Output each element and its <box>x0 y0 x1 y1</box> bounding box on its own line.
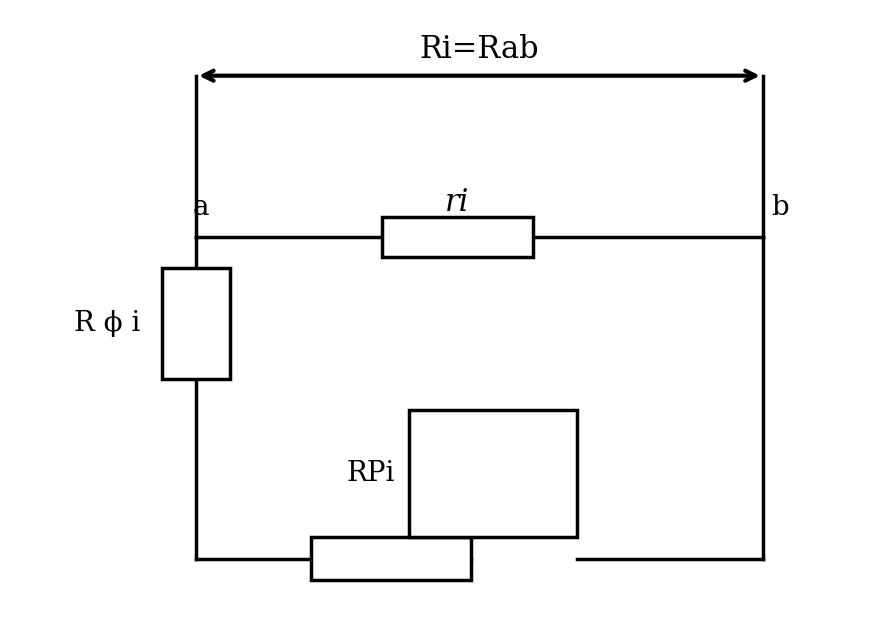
Text: b: b <box>772 194 789 221</box>
Text: Ri=Rab: Ri=Rab <box>420 34 539 65</box>
Bar <box>163 267 230 379</box>
Bar <box>408 410 577 537</box>
Text: a: a <box>193 194 209 221</box>
Text: RPi: RPi <box>347 460 395 487</box>
Bar <box>311 537 471 580</box>
Text: R ϕ i: R ϕ i <box>74 310 140 337</box>
Bar <box>382 217 533 256</box>
Text: ri: ri <box>445 187 470 218</box>
